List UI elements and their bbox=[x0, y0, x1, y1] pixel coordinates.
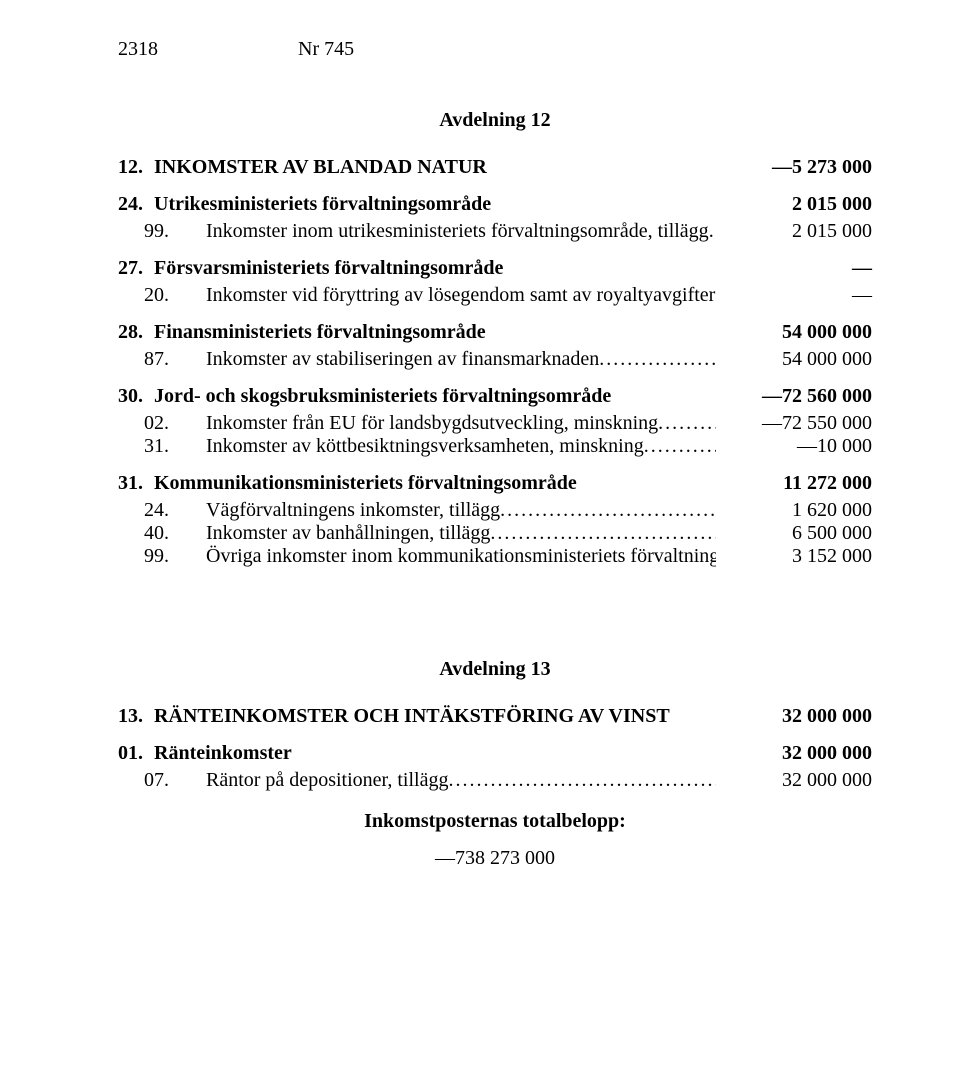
group-27: 27. Försvarsministeriets förvaltningsomr… bbox=[118, 257, 872, 280]
item-31-24: 24. Vägförvaltningens inkomster, tillägg… bbox=[118, 499, 872, 522]
row-label: Inkomster av banhållningen, tillägg bbox=[206, 522, 732, 545]
row-number: 02. bbox=[118, 412, 206, 435]
leader-dots bbox=[709, 220, 716, 243]
row-label: Inkomster av köttbesiktningsverksamheten… bbox=[206, 435, 732, 458]
leader-dots bbox=[500, 499, 716, 522]
page-header: 2318 Nr 745 bbox=[118, 38, 872, 61]
row-label: Inkomster inom utrikesministeriets förva… bbox=[206, 220, 732, 243]
section-title-12: Avdelning 12 bbox=[118, 109, 872, 132]
group-01: 01. Ränteinkomster 32 000 000 bbox=[118, 742, 872, 765]
row-number: 99. bbox=[118, 220, 206, 243]
row-amount: 54 000 000 bbox=[732, 348, 872, 371]
row-number: 27. bbox=[118, 257, 154, 280]
leader-dots bbox=[448, 769, 716, 792]
row-label: Vägförvaltningens inkomster, tillägg bbox=[206, 499, 732, 522]
row-number: 07. bbox=[118, 769, 206, 792]
row-amount: 11 272 000 bbox=[732, 472, 872, 495]
row-label: Jord- och skogsbruksministeriets förvalt… bbox=[154, 385, 732, 408]
row-amount: —10 000 bbox=[732, 435, 872, 458]
leader-dots bbox=[644, 435, 716, 458]
group-31: 31. Kommunikationsministeriets förvaltni… bbox=[118, 472, 872, 495]
row-number: 30. bbox=[118, 385, 154, 408]
heading-12: 12. INKOMSTER AV BLANDAD NATUR —5 273 00… bbox=[118, 156, 872, 179]
row-number: 28. bbox=[118, 321, 154, 344]
group-24: 24. Utrikesministeriets förvaltningsområ… bbox=[118, 193, 872, 216]
total-label: Inkomstposternas totalbelopp: bbox=[118, 810, 872, 833]
row-number: 31. bbox=[118, 472, 154, 495]
row-label: Räntor på depositioner, tillägg bbox=[206, 769, 732, 792]
row-label: Försvarsministeriets förvaltningsområde bbox=[154, 257, 732, 280]
row-amount: — bbox=[732, 284, 872, 307]
group-28: 28. Finansministeriets förvaltningsområd… bbox=[118, 321, 872, 344]
doc-number: Nr 745 bbox=[298, 38, 354, 61]
item-30-02: 02. Inkomster från EU för landsbygdsutve… bbox=[118, 412, 872, 435]
item-28-87: 87. Inkomster av stabiliseringen av fina… bbox=[118, 348, 872, 371]
leader-dots bbox=[490, 522, 716, 545]
row-label: Utrikesministeriets förvaltningsområde bbox=[154, 193, 732, 216]
row-amount: — bbox=[732, 257, 872, 280]
row-amount: 6 500 000 bbox=[732, 522, 872, 545]
row-amount: 2 015 000 bbox=[732, 193, 872, 216]
row-label: Inkomster vid föryttring av lösegendom s… bbox=[206, 284, 732, 307]
leader-dots: . . bbox=[715, 284, 716, 307]
row-amount: —5 273 000 bbox=[732, 156, 872, 179]
row-number: 13. bbox=[118, 705, 154, 728]
row-amount: 3 152 000 bbox=[732, 545, 872, 568]
page-number: 2318 bbox=[118, 38, 298, 61]
row-amount: —72 550 000 bbox=[732, 412, 872, 435]
row-number: 24. bbox=[118, 499, 206, 522]
leader-dots bbox=[599, 348, 716, 371]
row-label: Kommunikationsministeriets förvaltningso… bbox=[154, 472, 732, 495]
row-number: 87. bbox=[118, 348, 206, 371]
row-label: RÄNTEINKOMSTER OCH INTÄKSTFÖRING AV VINS… bbox=[154, 705, 732, 728]
row-amount: 32 000 000 bbox=[732, 769, 872, 792]
row-label: Inkomster från EU för landsbygdsutveckli… bbox=[206, 412, 732, 435]
group-30: 30. Jord- och skogsbruksministeriets för… bbox=[118, 385, 872, 408]
row-label: Övriga inkomster inom kommunikationsmini… bbox=[206, 545, 732, 568]
heading-13: 13. RÄNTEINKOMSTER OCH INTÄKSTFÖRING AV … bbox=[118, 705, 872, 728]
row-amount: 32 000 000 bbox=[732, 705, 872, 728]
item-30-31: 31. Inkomster av köttbesiktningsverksamh… bbox=[118, 435, 872, 458]
row-label: INKOMSTER AV BLANDAD NATUR bbox=[154, 156, 732, 179]
row-label: Inkomster av stabiliseringen av finansma… bbox=[206, 348, 732, 371]
row-number: 12. bbox=[118, 156, 154, 179]
row-amount: 1 620 000 bbox=[732, 499, 872, 522]
item-31-40: 40. Inkomster av banhållningen, tillägg … bbox=[118, 522, 872, 545]
row-label: Finansministeriets förvaltningsområde bbox=[154, 321, 732, 344]
section-title-13: Avdelning 13 bbox=[118, 658, 872, 681]
row-amount: 2 015 000 bbox=[732, 220, 872, 243]
row-number: 20. bbox=[118, 284, 206, 307]
item-24-99: 99. Inkomster inom utrikesministeriets f… bbox=[118, 220, 872, 243]
row-amount: 32 000 000 bbox=[732, 742, 872, 765]
leader-dots bbox=[658, 412, 716, 435]
row-amount: 54 000 000 bbox=[732, 321, 872, 344]
item-27-20: 20. Inkomster vid föryttring av lösegend… bbox=[118, 284, 872, 307]
row-label: Ränteinkomster bbox=[154, 742, 732, 765]
row-number: 31. bbox=[118, 435, 206, 458]
item-31-99: 99. Övriga inkomster inom kommunikations… bbox=[118, 545, 872, 568]
row-number: 99. bbox=[118, 545, 206, 568]
page: 2318 Nr 745 Avdelning 12 12. INKOMSTER A… bbox=[0, 0, 960, 1073]
total-value: —738 273 000 bbox=[118, 847, 872, 870]
row-number: 40. bbox=[118, 522, 206, 545]
row-number: 24. bbox=[118, 193, 154, 216]
row-number: 01. bbox=[118, 742, 154, 765]
item-01-07: 07. Räntor på depositioner, tillägg 32 0… bbox=[118, 769, 872, 792]
row-amount: —72 560 000 bbox=[732, 385, 872, 408]
